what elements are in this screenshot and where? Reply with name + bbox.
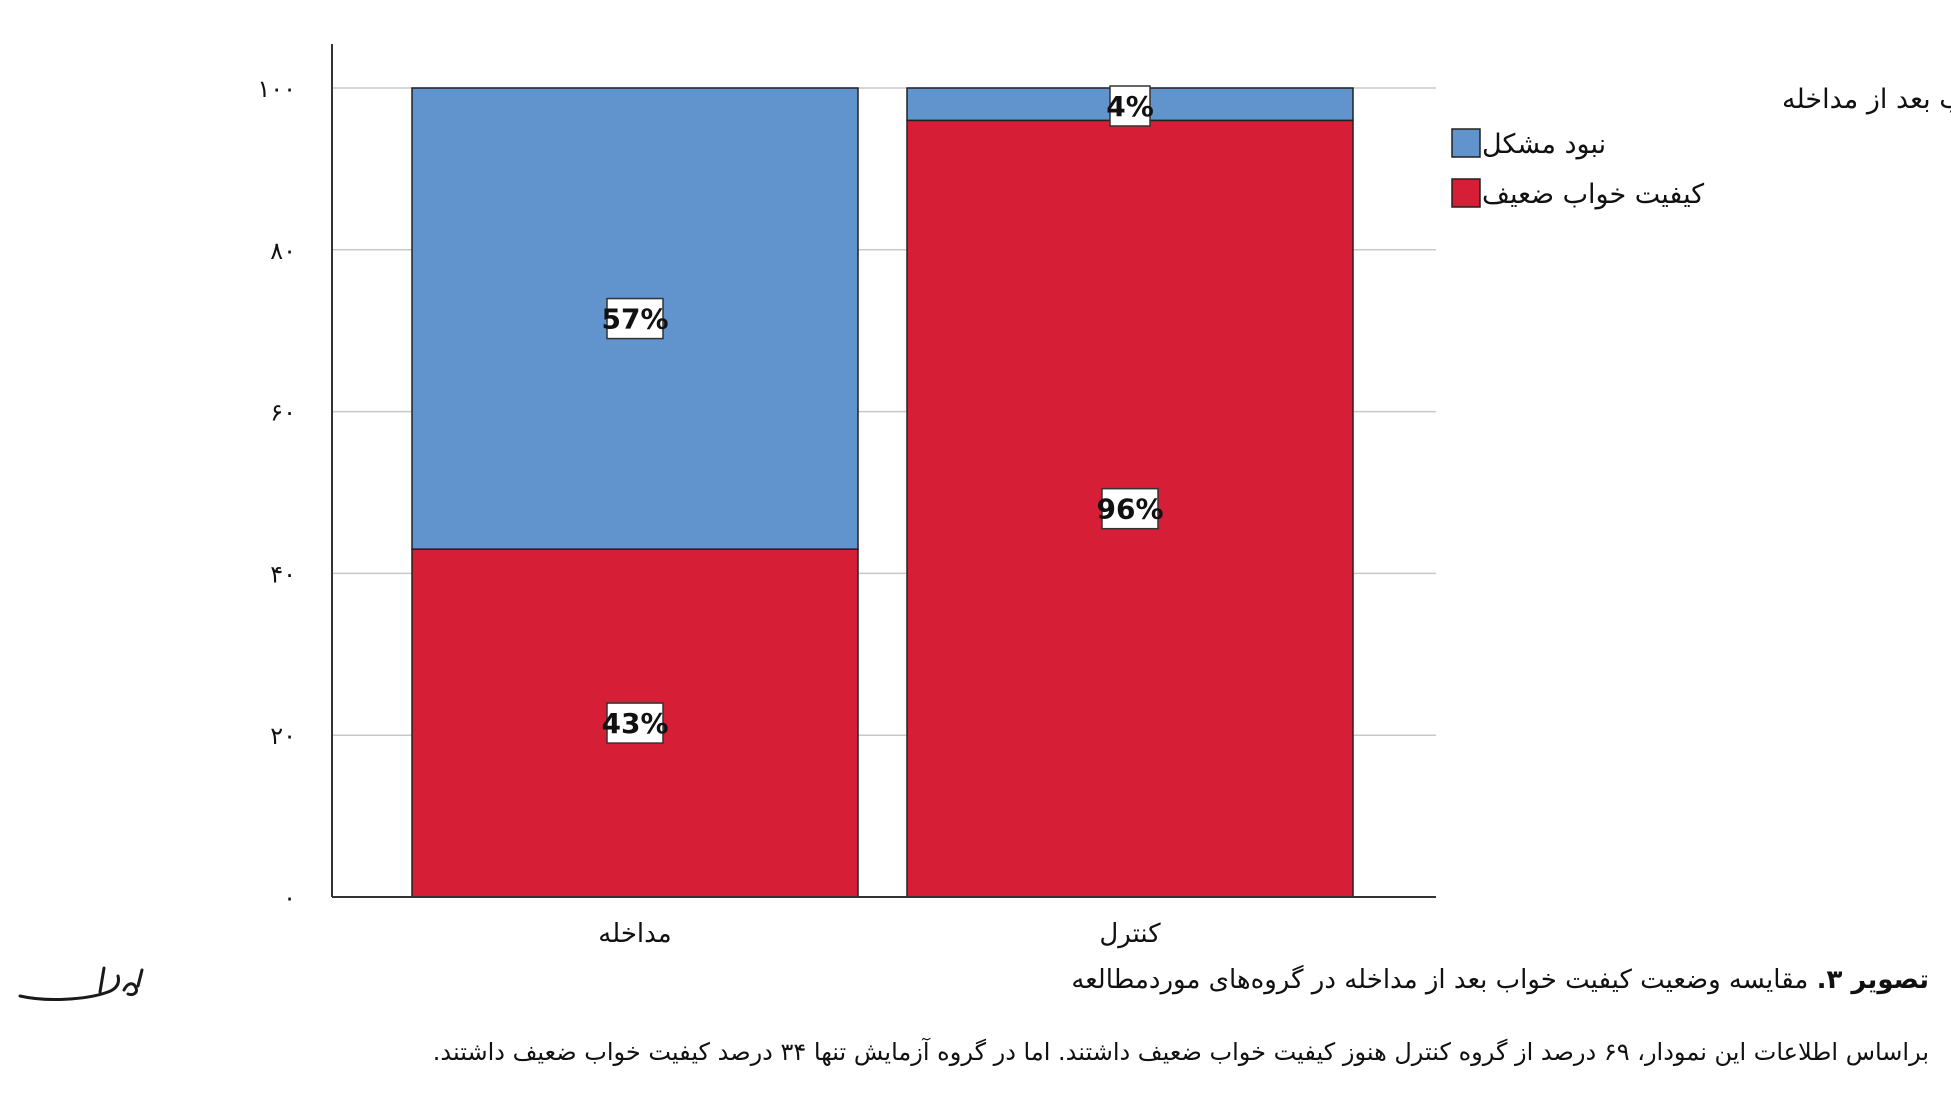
caption-text: مقایسه وضعیت کیفیت خواب بعد از مداخله در… — [1071, 965, 1809, 995]
legend-swatch — [1451, 178, 1481, 208]
data-label: 57% — [601, 303, 668, 336]
data-labels: 43% 57% 96% 4% — [601, 85, 1164, 744]
data-label-box — [1101, 487, 1159, 530]
legend-swatch — [1451, 128, 1481, 158]
salmand-logo — [18, 966, 144, 1001]
data-label: 43% — [601, 707, 668, 740]
x-tick-label: مداخله — [598, 919, 671, 949]
y-tick-label: ۰ — [283, 884, 296, 912]
x-tick-label: کنترل — [1099, 919, 1161, 949]
legend-title: کیفیت خواب بعد از مداخله — [1782, 84, 1951, 115]
bars — [411, 87, 1354, 898]
figure-caption: تصویر ۳. مقایسه وضعیت کیفیت خواب بعد از … — [1071, 965, 1929, 995]
y-tick-label: ۱۰۰ — [257, 75, 296, 103]
data-label: 4% — [1106, 90, 1154, 123]
axes: ۰ ۲۰ ۴۰ ۶۰ ۸۰ ۱۰۰ مداخله کنترل — [257, 44, 1436, 949]
data-label-box — [606, 702, 664, 744]
data-label-box — [606, 297, 664, 340]
y-tick-label: ۶۰ — [270, 399, 296, 427]
data-label: 96% — [1096, 493, 1163, 526]
data-label-box — [1109, 85, 1151, 127]
caption-label: تصویر ۳. — [1816, 965, 1929, 995]
y-tick-label: ۴۰ — [270, 560, 296, 588]
legend: کیفیت خواب بعد از مداخله نبود مشکل کیفیت خ… — [1451, 84, 1951, 210]
y-tick-label: ۲۰ — [270, 722, 296, 750]
legend-entry: کیفیت خواب ضعیف — [1482, 179, 1704, 210]
legend-entry: نبود مشکل — [1482, 129, 1606, 160]
y-tick-label: ۸۰ — [270, 237, 296, 265]
body-paragraph: براساس اطلاعات این نمودار، ۶۹ درصد از گر… — [432, 1038, 1929, 1066]
